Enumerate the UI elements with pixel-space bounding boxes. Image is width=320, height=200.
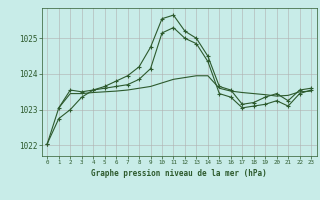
X-axis label: Graphe pression niveau de la mer (hPa): Graphe pression niveau de la mer (hPa) [91, 169, 267, 178]
